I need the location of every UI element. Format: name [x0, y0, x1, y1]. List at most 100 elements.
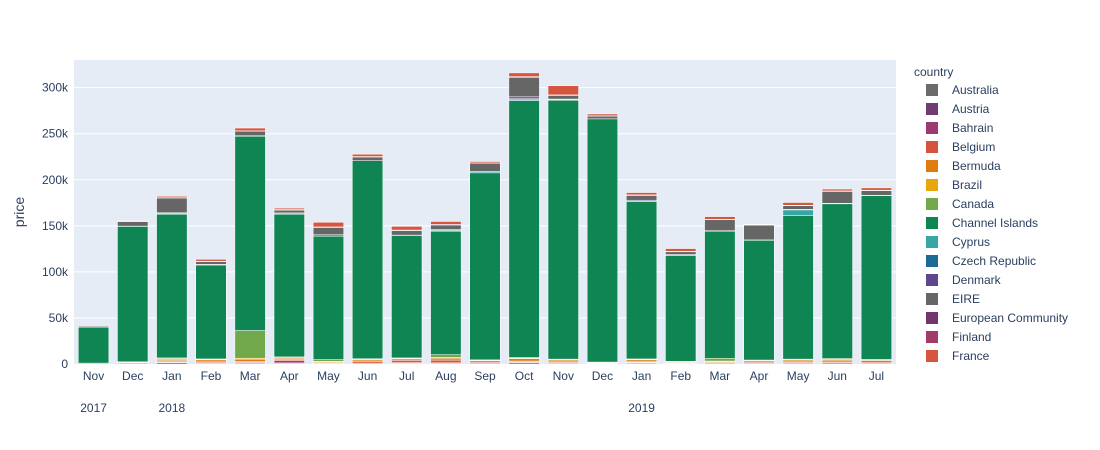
legend-label: Cyprus: [952, 235, 990, 249]
legend-item[interactable]: EIRE: [926, 292, 980, 306]
legend-item[interactable]: Czech Republic: [926, 254, 1036, 268]
bar-segment: [547, 359, 579, 363]
x-tick-label: Jun: [828, 369, 847, 383]
legend-item[interactable]: Belgium: [926, 140, 995, 154]
bar-segment: [234, 130, 266, 136]
x-tick-label: Feb: [670, 369, 691, 383]
bar-segment: [586, 113, 618, 117]
x-tick-label: Jan: [162, 369, 181, 383]
legend-swatch: [926, 141, 938, 153]
bar-segment: [234, 330, 266, 359]
legend-label: Channel Islands: [952, 216, 1038, 230]
legend-title: country: [914, 65, 953, 79]
legend-label: Czech Republic: [952, 254, 1036, 268]
bar-segment: [860, 360, 892, 363]
bar-segment: [860, 187, 892, 191]
legend-item[interactable]: Finland: [926, 330, 991, 344]
legend-item[interactable]: Cyprus: [926, 235, 990, 249]
bar-segment: [430, 231, 462, 355]
bar-segment: [704, 230, 736, 359]
bar-segment: [430, 221, 462, 225]
bar-segment: [195, 264, 227, 360]
bar-segment: [156, 196, 188, 198]
bar-segment: [312, 359, 344, 362]
legend-item[interactable]: Australia: [926, 83, 999, 97]
legend-item[interactable]: European Community: [926, 311, 1068, 325]
bar-segment: [469, 161, 501, 164]
bar-segment: [273, 209, 305, 214]
bar-segment: [704, 219, 736, 231]
bar-segment: [508, 77, 540, 98]
bar-segment: [665, 251, 697, 255]
legend-swatch: [926, 236, 938, 248]
bar-segment: [586, 118, 618, 363]
x-year-label: 2018: [159, 401, 186, 415]
legend-item[interactable]: France: [926, 349, 990, 363]
bar-segment: [312, 222, 344, 228]
legend-swatch: [926, 122, 938, 134]
bars: [78, 72, 892, 365]
bar-segment: [469, 162, 501, 172]
bar-segment: [234, 135, 266, 331]
legend-label: Bermuda: [952, 159, 1001, 173]
bar-segment: [508, 358, 540, 362]
legend-item[interactable]: Denmark: [926, 273, 1002, 287]
legend-item[interactable]: Austria: [926, 102, 990, 116]
legend-swatch: [926, 274, 938, 286]
bar-segment: [821, 191, 853, 204]
bar-segment: [508, 96, 540, 99]
legend-swatch: [926, 331, 938, 343]
legend-label: France: [952, 349, 990, 363]
legend-label: Brazil: [952, 178, 982, 192]
bar-segment: [156, 213, 188, 359]
bar-segment: [821, 359, 853, 363]
bar-segment: [547, 85, 579, 96]
legend-item[interactable]: Bahrain: [926, 121, 993, 135]
legend-label: Finland: [952, 330, 991, 344]
bar-segment: [860, 195, 892, 360]
legend-label: European Community: [952, 311, 1068, 325]
legend-item[interactable]: Channel Islands: [926, 216, 1038, 230]
x-tick-label: Apr: [750, 369, 769, 383]
bar-segment: [626, 195, 658, 201]
bar-segment: [234, 358, 266, 362]
bar-segment: [665, 248, 697, 252]
legend-label: Austria: [952, 102, 990, 116]
bar-segment: [821, 188, 853, 192]
x-tick-label: Oct: [515, 369, 534, 383]
x-year-label: 2019: [628, 401, 655, 415]
x-tick-label: Dec: [592, 369, 613, 383]
legend-label: Belgium: [952, 140, 995, 154]
x-tick-label: Apr: [280, 369, 299, 383]
legend-label: EIRE: [952, 292, 980, 306]
bar-segment: [665, 255, 697, 362]
y-tick-label: 250k: [42, 127, 69, 141]
bar-segment: [391, 235, 423, 359]
legend-swatch: [926, 217, 938, 229]
x-tick-label: Jan: [632, 369, 651, 383]
x-tick-label: Feb: [201, 369, 222, 383]
bar-segment: [782, 202, 814, 206]
legend-item[interactable]: Canada: [926, 197, 994, 211]
y-tick-label: 200k: [42, 173, 69, 187]
legend-swatch: [926, 255, 938, 267]
y-tick-label: 100k: [42, 265, 69, 279]
x-tick-label: May: [787, 369, 810, 383]
bar-segment: [626, 192, 658, 196]
bar-segment: [430, 359, 462, 364]
legend-swatch: [926, 179, 938, 191]
x-tick-label: Jul: [399, 369, 414, 383]
bar-segment: [156, 197, 188, 213]
bar-segment: [117, 221, 149, 227]
legend-label: Bahrain: [952, 121, 993, 135]
legend-swatch: [926, 198, 938, 210]
bar-segment: [78, 325, 110, 328]
bar-segment: [704, 358, 736, 362]
legend-swatch: [926, 84, 938, 96]
bar-segment: [352, 156, 384, 161]
bar-segment: [273, 360, 305, 364]
legend-item[interactable]: Bermuda: [926, 159, 1001, 173]
bar-segment: [352, 153, 384, 157]
legend-item[interactable]: Brazil: [926, 178, 982, 192]
x-axis-ticks: Nov Dec Jan Feb Mar Apr May Jun Jul Aug Sep Oct Nov D…: [80, 369, 884, 415]
